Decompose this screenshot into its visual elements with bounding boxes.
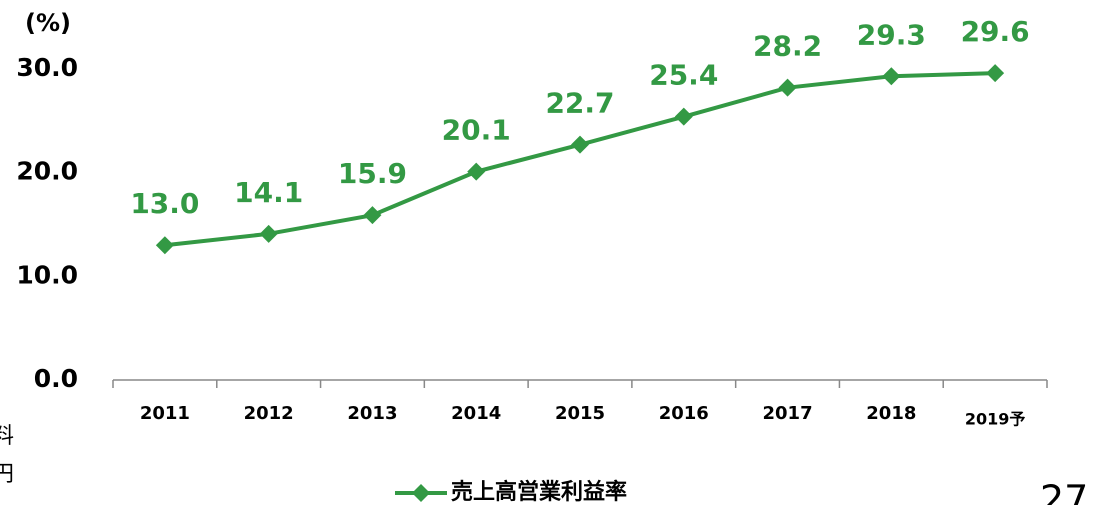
marker [363, 206, 382, 225]
x-tick-label: 2014 [451, 403, 501, 424]
marker [155, 236, 174, 255]
legend-label: 売上高営業利益率 [451, 479, 627, 505]
data-label: 13.0 [130, 187, 199, 220]
legend-marker [412, 484, 430, 502]
x-tick-label: 2015 [555, 403, 605, 424]
marker [778, 78, 797, 97]
marker [467, 162, 486, 181]
marker [986, 64, 1005, 83]
page-fragment: 料 [0, 424, 14, 449]
marker [571, 135, 589, 154]
x-tick-label: 2018 [866, 403, 916, 424]
data-label: 29.6 [961, 15, 1030, 48]
data-label: 14.1 [234, 176, 303, 209]
page-fragment: 27 [1040, 478, 1088, 505]
page-fragment: 円 [0, 462, 14, 487]
y-tick-label: 30.0 [16, 53, 78, 82]
data-label: 25.4 [649, 59, 718, 92]
x-tick-label: 2019予 [965, 410, 1026, 429]
data-label: 15.9 [338, 157, 407, 190]
data-label: 20.1 [442, 114, 511, 147]
x-tick-label: 2013 [347, 403, 397, 424]
x-tick-label: 2017 [763, 403, 813, 424]
x-tick-label: 2016 [659, 403, 709, 424]
x-tick-label: 2012 [244, 403, 294, 424]
y-tick-label: 10.0 [16, 260, 78, 289]
y-tick-label: 0.0 [34, 364, 78, 393]
marker [882, 67, 901, 86]
data-label: 22.7 [545, 87, 614, 120]
data-label: 29.3 [857, 18, 926, 51]
data-label: 28.2 [753, 30, 822, 63]
y-unit: (%) [25, 9, 71, 37]
y-tick-label: 20.0 [16, 157, 78, 186]
x-tick-label: 2011 [140, 403, 190, 424]
marker [259, 224, 278, 243]
marker [674, 107, 693, 126]
